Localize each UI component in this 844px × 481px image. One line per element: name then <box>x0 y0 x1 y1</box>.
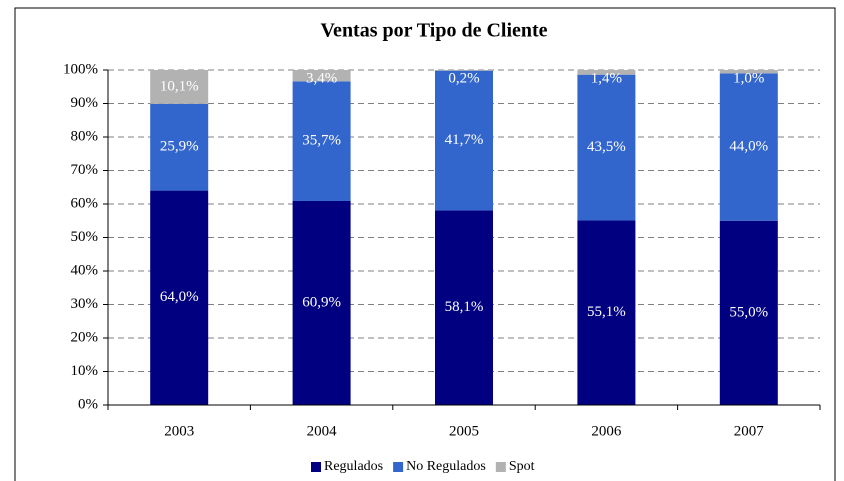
data-label: 41,7% <box>445 132 484 148</box>
x-tick-label: 2007 <box>734 423 765 439</box>
y-tick-label: 10% <box>71 363 99 379</box>
data-label: 55,1% <box>587 304 626 320</box>
bar-segment <box>150 70 209 104</box>
y-tick-label: 70% <box>71 162 99 178</box>
y-tick-label: 60% <box>71 195 99 211</box>
data-label: 58,1% <box>445 299 484 315</box>
data-label: 64,0% <box>160 289 199 305</box>
x-tick-label: 2004 <box>307 423 338 439</box>
y-tick-label: 40% <box>71 262 99 278</box>
y-tick-label: 80% <box>71 128 99 144</box>
legend-label: Regulados <box>324 459 383 474</box>
x-tick-label: 2003 <box>164 423 194 439</box>
bar-segment <box>150 103 209 191</box>
x-tick-label: 2006 <box>591 423 622 439</box>
bar-segment <box>292 81 351 201</box>
bar-segment <box>435 70 493 71</box>
data-label: 1,0% <box>733 70 764 86</box>
legend-swatch <box>393 462 404 472</box>
data-label: 44,0% <box>729 138 768 154</box>
data-label: 3,4% <box>306 70 337 86</box>
bar-segment <box>577 220 636 405</box>
bar-segment <box>577 74 636 221</box>
chart-frame <box>14 7 836 481</box>
bar-segment <box>435 210 493 405</box>
data-label: 0,2% <box>448 70 479 86</box>
legend-swatch <box>495 462 506 472</box>
bar-segment <box>719 220 778 405</box>
y-tick-label: 100% <box>63 61 98 77</box>
data-label: 10,1% <box>160 78 199 94</box>
data-label: 43,5% <box>587 139 626 155</box>
chart-title: Ventas por Tipo de Cliente <box>320 20 547 42</box>
legend-label: Spot <box>509 459 535 474</box>
bar-segment <box>435 70 493 211</box>
data-label: 25,9% <box>160 139 199 155</box>
y-tick-label: 20% <box>71 329 99 345</box>
bar-segment <box>292 70 351 82</box>
data-label: 1,4% <box>591 70 622 86</box>
y-tick-label: 0% <box>78 396 98 412</box>
data-label: 55,0% <box>729 304 768 320</box>
legend-label: No Regulados <box>406 459 486 474</box>
y-tick-label: 30% <box>71 296 99 312</box>
bar-segment <box>719 73 778 221</box>
x-tick-label: 2005 <box>449 423 479 439</box>
legend-swatch <box>311 462 321 472</box>
y-tick-label: 50% <box>71 229 99 245</box>
y-tick-label: 90% <box>71 95 99 111</box>
bar-segment <box>292 200 351 405</box>
bar-segment <box>577 70 636 75</box>
bar-segment <box>150 190 209 405</box>
data-label: 35,7% <box>302 133 341 149</box>
bar-segment <box>719 70 778 74</box>
data-label: 60,9% <box>302 294 341 310</box>
